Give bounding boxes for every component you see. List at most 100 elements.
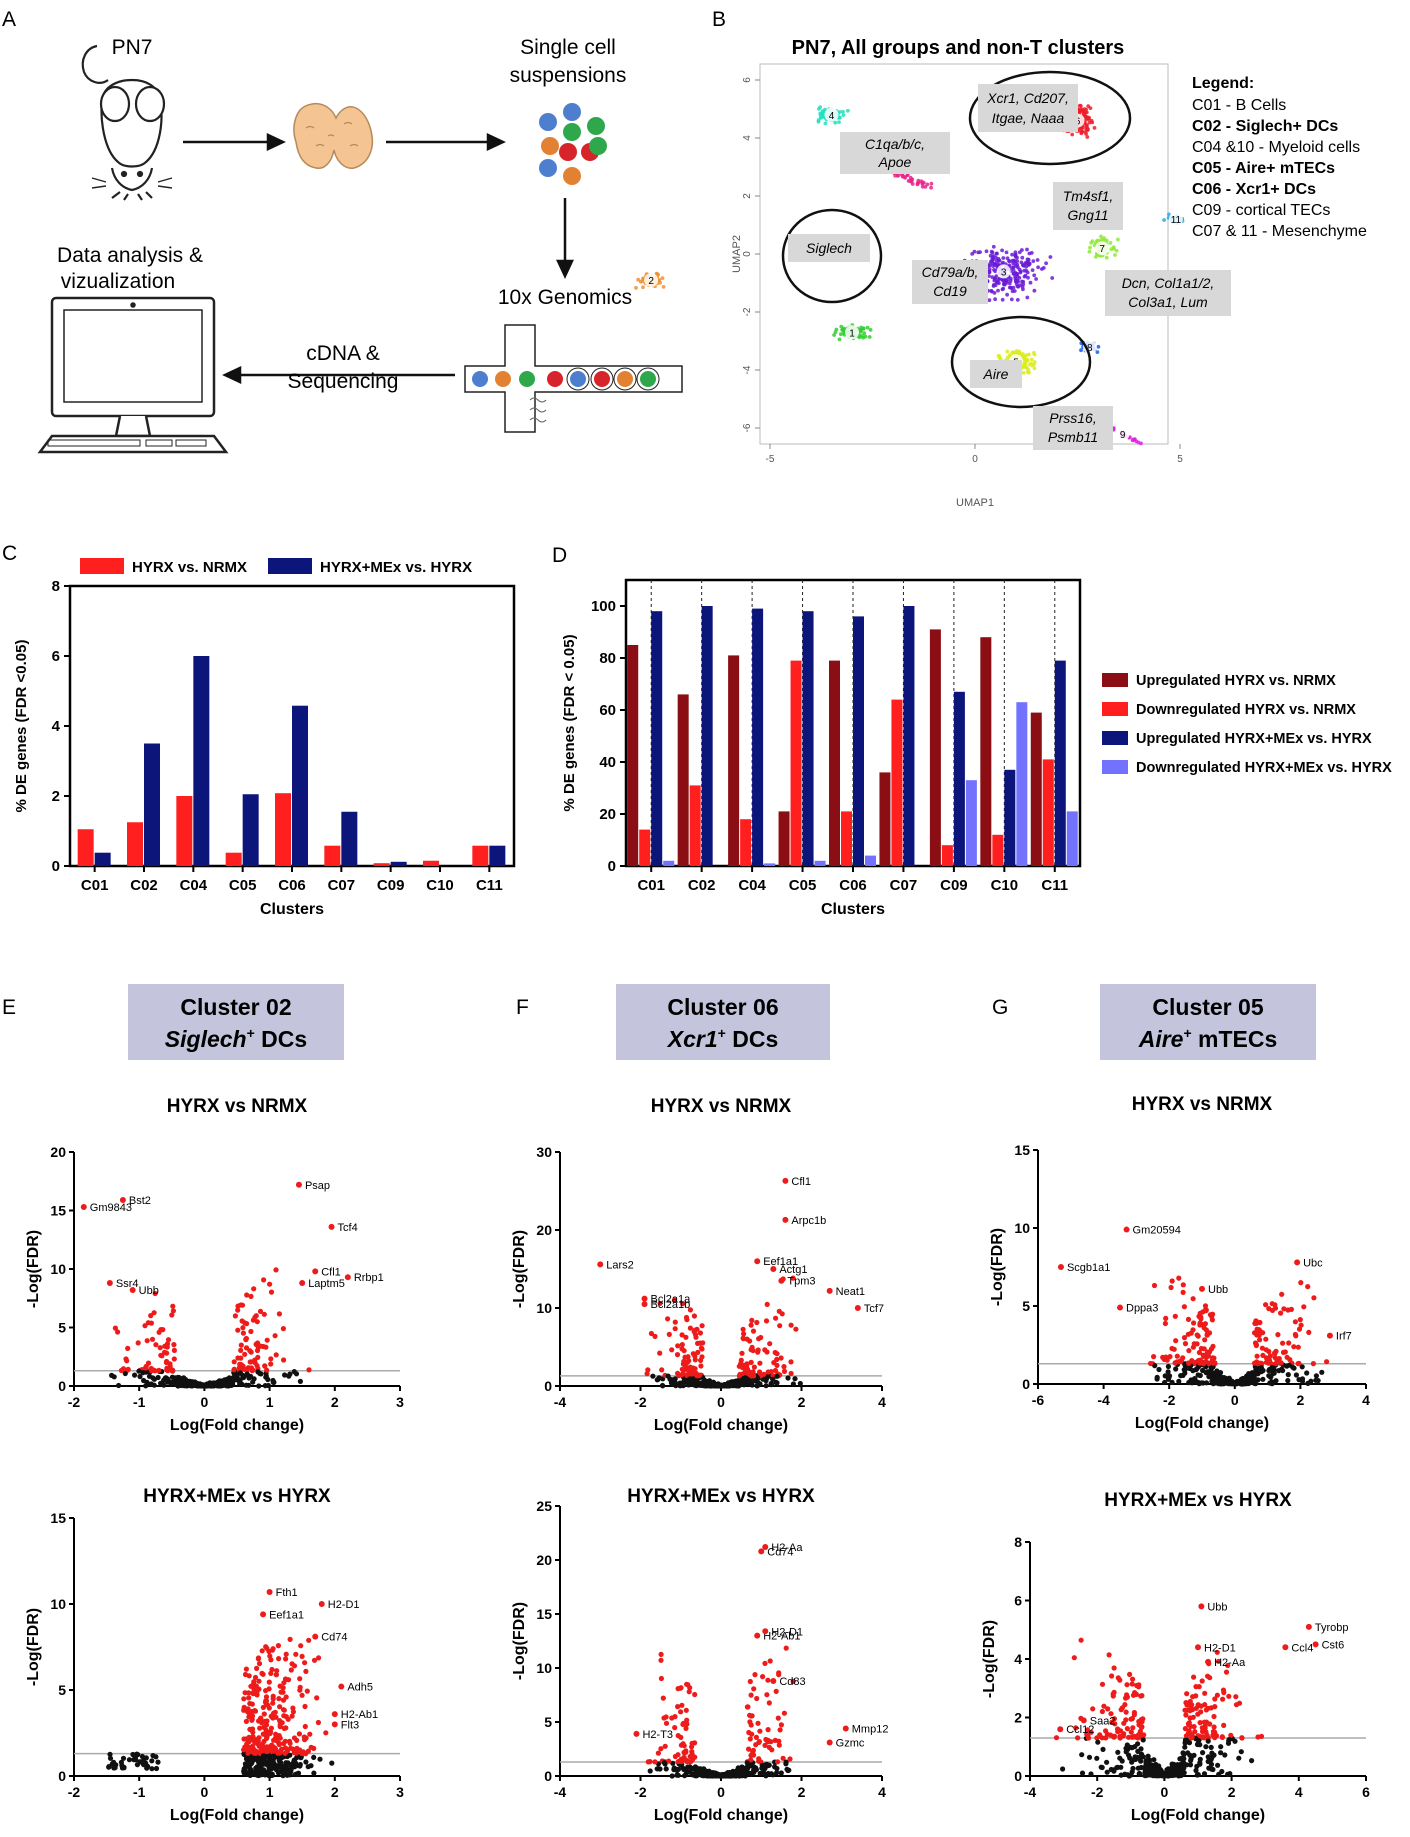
volcano-point	[296, 1731, 302, 1737]
analysis-label-2: vizualization	[61, 270, 175, 293]
y-tick-label: 20	[50, 1144, 66, 1160]
volcano-point	[732, 1382, 738, 1388]
volcano-title: HYRX vs NRMX	[651, 1096, 792, 1117]
volcano-point	[250, 1367, 256, 1373]
volcano-point	[778, 1722, 785, 1728]
volcano-point	[303, 1668, 309, 1674]
volcano-point	[683, 1757, 690, 1763]
volcano-point	[264, 1645, 270, 1651]
x-tick-label: 1	[266, 1394, 274, 1410]
volcano-point	[1208, 1346, 1215, 1352]
gene-label: Fth1	[276, 1587, 298, 1599]
volcano-point	[1181, 1335, 1188, 1341]
volcano-point	[118, 1367, 124, 1374]
volcano-point	[769, 1747, 775, 1753]
volcano-point	[692, 1754, 698, 1760]
x-tick-label: -2	[1163, 1392, 1176, 1408]
volcano-title: HYRX+MEx vs HYRX	[143, 1486, 331, 1507]
volcano-point	[1305, 1284, 1311, 1290]
microfluidic-chip-icon	[464, 324, 683, 433]
volcano-point	[246, 1690, 252, 1696]
volcano-point	[1197, 1742, 1203, 1748]
volcano-point	[268, 1657, 274, 1663]
legend-label-d-1: Upregulated HYRX vs. NRMX	[1136, 673, 1336, 689]
volcano-point	[1218, 1744, 1224, 1750]
x-tick-label: C11	[1041, 877, 1068, 894]
volcano-point	[744, 1704, 751, 1710]
umap-point	[1031, 259, 1036, 263]
volcano-point	[163, 1359, 169, 1366]
volcano-point	[280, 1763, 286, 1770]
panel-d: D 0 20 40 60 80 100 C01 C02 C04 C05 C06 C07 C09 C10 C1…	[552, 544, 1392, 918]
y-tick-label: 10	[50, 1261, 66, 1277]
volcano-point	[287, 1752, 293, 1758]
bar	[953, 691, 965, 866]
cluster-title-f: Cluster 06	[667, 994, 778, 1020]
volcano-point	[1106, 1652, 1112, 1658]
volcano-point	[247, 1348, 253, 1354]
volcano-plot-f-bottom: HYRX+MEx vs HYRX -4 -2 0 2 4 0 5 10 15 20 25 Log(Fol…	[511, 1486, 888, 1824]
volcano-point	[755, 1380, 761, 1386]
volcano-point	[1193, 1767, 1199, 1774]
volcano-point	[1165, 1369, 1171, 1375]
y-tick-label: 5	[58, 1682, 66, 1698]
volcano-point	[246, 1734, 252, 1740]
umap-legend-item: C06 - Xcr1+ DCs	[1192, 181, 1316, 198]
volcano-point	[1273, 1348, 1279, 1354]
volcano-point	[256, 1661, 263, 1667]
volcano-point	[277, 1704, 283, 1710]
legend-swatch-d-4	[1102, 760, 1128, 774]
y-axis-label: % DE genes (FDR <0.05)	[13, 640, 30, 813]
bar	[1042, 759, 1054, 866]
volcano-point	[764, 1301, 770, 1307]
volcano-point	[1203, 1308, 1209, 1314]
x-tick-label: C04	[180, 877, 208, 894]
umap-point	[989, 249, 994, 254]
gene-label: Ubc	[1303, 1257, 1323, 1269]
umap-point	[1007, 259, 1011, 263]
umap-y-tick-label: -2	[742, 307, 753, 316]
volcano-point	[251, 1286, 257, 1292]
volcano-point	[153, 1342, 159, 1348]
y-tick-label: 10	[536, 1660, 552, 1676]
umap-point	[841, 109, 845, 114]
volcano-point	[740, 1335, 746, 1341]
umap-point	[1089, 240, 1094, 245]
volcano-point	[215, 1380, 221, 1386]
volcano-point	[259, 1648, 265, 1654]
y-tick-label: 0	[544, 1768, 552, 1784]
volcano-point	[1263, 1336, 1269, 1342]
volcano-point	[1210, 1311, 1216, 1317]
volcano-point	[1269, 1301, 1275, 1307]
umap-point	[858, 329, 863, 334]
panel-c: C HYRX vs. NRMX HYRX+MEx vs. HYRX 0 2 4 6 8 C…	[2, 542, 516, 918]
umap-cluster-label-bg	[996, 264, 1011, 279]
volcano-point	[237, 1381, 243, 1387]
volcano-point	[699, 1323, 705, 1329]
legend-label-d-3: Upregulated HYRX+MEx vs. HYRX	[1136, 731, 1372, 747]
umap-point	[1084, 115, 1089, 120]
volcano-point	[686, 1379, 692, 1385]
volcano-point	[323, 1730, 329, 1736]
volcano-point	[648, 1330, 655, 1337]
bar	[144, 743, 160, 866]
volcano-point	[1256, 1331, 1262, 1338]
umap-point	[1167, 212, 1171, 217]
umap-point	[1024, 365, 1028, 370]
volcano-point	[243, 1382, 249, 1388]
volcano-point	[1209, 1376, 1216, 1382]
umap-point	[1029, 251, 1034, 255]
volcano-point	[204, 1383, 210, 1389]
gene-label: Tpm3	[787, 1276, 815, 1288]
volcano-point	[1286, 1340, 1292, 1346]
umap-point	[1001, 256, 1006, 260]
volcano-point	[275, 1643, 281, 1649]
cluster-title-g: Cluster 05	[1152, 994, 1263, 1020]
y-axis-label: -Log(FDR)	[25, 1230, 42, 1308]
umap-point	[920, 184, 925, 189]
gene-box-dcn-line-1: Dcn, Col1a1/2,	[1122, 275, 1215, 291]
umap-point	[634, 286, 638, 290]
x-tick-label: -4	[554, 1394, 567, 1410]
y-axis-label: -Log(FDR)	[989, 1228, 1006, 1306]
gene-label: Cst6	[1322, 1639, 1345, 1651]
